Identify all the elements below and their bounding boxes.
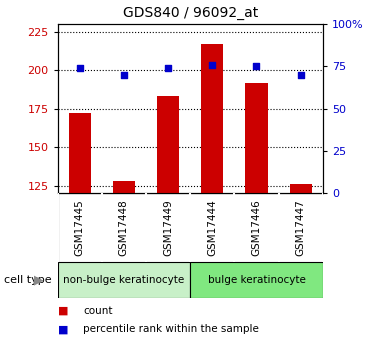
Bar <box>69 113 91 193</box>
Text: GSM17447: GSM17447 <box>296 199 306 256</box>
Text: cell type: cell type <box>4 275 51 285</box>
Text: bulge keratinocyte: bulge keratinocyte <box>207 275 305 285</box>
Point <box>209 62 215 68</box>
Text: GSM17444: GSM17444 <box>207 199 217 256</box>
Bar <box>201 44 223 193</box>
Point <box>298 72 303 78</box>
Text: GSM17449: GSM17449 <box>163 199 173 256</box>
Text: count: count <box>83 306 113 315</box>
Text: GSM17448: GSM17448 <box>119 199 129 256</box>
Bar <box>245 82 267 193</box>
Bar <box>190 262 323 298</box>
Bar <box>58 262 190 298</box>
Text: ▶: ▶ <box>34 274 44 287</box>
Text: GSM17446: GSM17446 <box>252 199 262 256</box>
Point <box>165 65 171 71</box>
Bar <box>157 96 179 193</box>
Text: GSM17445: GSM17445 <box>75 199 85 256</box>
Point <box>121 72 127 78</box>
Text: non-bulge keratinocyte: non-bulge keratinocyte <box>63 275 184 285</box>
Text: ■: ■ <box>58 306 68 315</box>
Text: ■: ■ <box>58 325 68 334</box>
Title: GDS840 / 96092_at: GDS840 / 96092_at <box>122 6 258 20</box>
Text: percentile rank within the sample: percentile rank within the sample <box>83 325 259 334</box>
Bar <box>113 181 135 193</box>
Point <box>77 65 83 71</box>
Bar <box>290 184 312 193</box>
Point <box>253 63 259 69</box>
